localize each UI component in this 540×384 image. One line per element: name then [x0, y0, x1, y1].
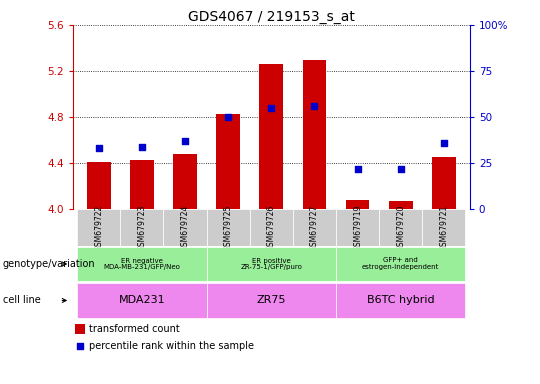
Bar — [389, 201, 413, 209]
Bar — [379, 209, 422, 246]
Point — [310, 103, 319, 109]
Text: GSM679722: GSM679722 — [94, 204, 103, 251]
Bar — [336, 283, 465, 318]
Text: GSM679724: GSM679724 — [180, 204, 190, 251]
Bar — [422, 209, 465, 246]
Bar — [77, 247, 207, 281]
Point — [353, 166, 362, 172]
Bar — [207, 283, 336, 318]
Point — [440, 140, 448, 146]
Bar — [432, 157, 456, 209]
Bar — [207, 209, 250, 246]
Bar — [217, 114, 240, 209]
Text: GSM679726: GSM679726 — [267, 204, 276, 251]
Text: ER positive
ZR-75-1/GFP/puro: ER positive ZR-75-1/GFP/puro — [240, 258, 302, 270]
Text: GFP+ and
estrogen-independent: GFP+ and estrogen-independent — [362, 258, 440, 270]
Bar — [293, 209, 336, 246]
Point — [267, 105, 276, 111]
Text: GSM679723: GSM679723 — [137, 204, 146, 251]
Bar — [87, 162, 111, 209]
Bar — [346, 200, 369, 209]
Text: ER negative
MDA-MB-231/GFP/Neo: ER negative MDA-MB-231/GFP/Neo — [104, 258, 180, 270]
Point — [76, 343, 84, 349]
Text: GSM679721: GSM679721 — [440, 204, 448, 251]
Point — [396, 166, 405, 172]
Bar — [130, 160, 154, 209]
Bar — [260, 64, 283, 209]
Bar — [250, 209, 293, 246]
Text: GSM679719: GSM679719 — [353, 204, 362, 251]
Text: cell line: cell line — [3, 295, 40, 306]
Bar — [173, 154, 197, 209]
Text: GSM679727: GSM679727 — [310, 204, 319, 251]
Point — [138, 144, 146, 150]
Text: ZR75: ZR75 — [256, 295, 286, 306]
Text: GSM679720: GSM679720 — [396, 204, 406, 251]
Bar — [120, 209, 164, 246]
Text: GSM679725: GSM679725 — [224, 204, 233, 251]
Bar — [336, 209, 379, 246]
Bar — [164, 209, 207, 246]
Bar — [302, 60, 326, 209]
Text: genotype/variation: genotype/variation — [3, 259, 96, 269]
Bar — [75, 324, 85, 334]
Title: GDS4067 / 219153_s_at: GDS4067 / 219153_s_at — [188, 10, 355, 24]
Bar — [207, 247, 336, 281]
Text: MDA231: MDA231 — [119, 295, 165, 306]
Text: B6TC hybrid: B6TC hybrid — [367, 295, 435, 306]
Text: percentile rank within the sample: percentile rank within the sample — [89, 341, 254, 351]
Bar — [336, 247, 465, 281]
Point — [181, 138, 190, 144]
Bar — [77, 283, 207, 318]
Point — [94, 146, 103, 152]
Point — [224, 114, 233, 120]
Bar — [77, 209, 120, 246]
Text: transformed count: transformed count — [89, 324, 179, 334]
